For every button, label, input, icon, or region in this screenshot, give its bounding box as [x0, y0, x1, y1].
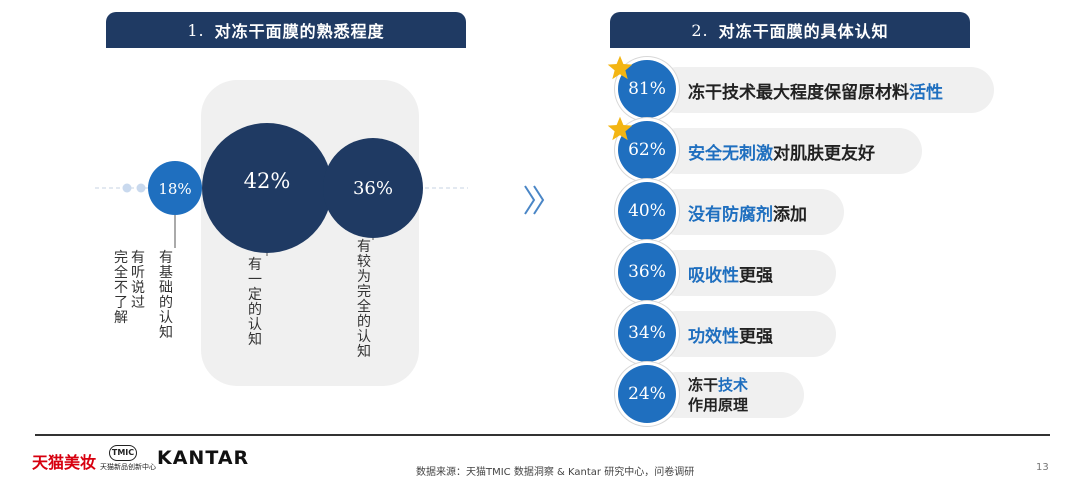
page-number: 13 — [1036, 462, 1049, 473]
bubble-value-label-3: 42% — [244, 169, 291, 193]
item-label: 安全无刺激 对肌肤更友好 — [688, 128, 875, 174]
tmall-beauty-logo: 天猫美妆 — [32, 453, 97, 472]
tmic-logo-badge: TMIC — [109, 445, 137, 461]
item-percentage-circle: 81% — [618, 60, 676, 118]
left-header-number: 1. — [187, 20, 205, 40]
item-label: 功效性 更强 — [688, 311, 773, 357]
item-label-highlight: 没有防腐剂 — [688, 204, 773, 225]
category-label-4: 有较为完全的认知 — [357, 239, 371, 360]
item-label-highlight: 吸收性 — [688, 265, 739, 286]
item-label: 没有防腐剂 添加 — [688, 189, 807, 235]
right-section-header: 2. 对冻干面膜的具体认知 — [610, 12, 970, 48]
item-label-highlight: 安全无刺激 — [688, 143, 773, 164]
bubble-0 — [122, 183, 132, 193]
bubble-3 — [202, 123, 332, 253]
item-label-line-2: 作用原理 — [688, 396, 749, 414]
tmic-logo-text: 天猫新品创新中心 — [100, 463, 156, 471]
item-percentage-circle: 40% — [618, 182, 676, 240]
bubble-value-label-4: 36% — [353, 178, 393, 199]
item-label-text: 冻干 — [688, 376, 719, 394]
footer-divider — [35, 434, 1050, 436]
right-header-title: 对冻干面膜的具体认知 — [718, 22, 889, 41]
item-percentage-circle: 34% — [618, 304, 676, 362]
item-pill-background — [654, 250, 836, 296]
item-pill-background — [654, 311, 836, 357]
left-header-title: 对冻干面膜的熟悉程度 — [214, 22, 385, 41]
star-icon — [607, 55, 633, 80]
item-percentage-circle: 36% — [618, 243, 676, 301]
bubble-2 — [148, 161, 202, 215]
item-label: 冻干技术最大程度保留原材料 活性 — [688, 67, 943, 113]
category-label-2: 有基础的认知 — [159, 250, 173, 341]
category-label-3: 有一定的认知 — [248, 257, 262, 348]
item-pill-background — [654, 67, 994, 113]
kantar-logo: KANTAR — [157, 447, 250, 469]
item-pill-background — [654, 372, 804, 418]
data-source-note: 数据来源：天猫TMIC 数据洞察 & Kantar 研究中心，问卷调研 — [416, 467, 695, 478]
item-percentage-circle: 24% — [618, 365, 676, 423]
item-label-text: 更强 — [739, 265, 773, 286]
double-chevron-right-icon — [524, 185, 545, 215]
right-header-number: 2. — [691, 20, 709, 40]
item-label: 冻干技术 作用原理 — [688, 372, 748, 418]
category-label-1: 有听说过 — [131, 250, 145, 311]
item-label-text: 对肌肤更友好 — [773, 143, 875, 164]
item-label-text: 添加 — [773, 204, 807, 225]
bubble-value-label-2: 18% — [158, 180, 191, 198]
bubble-1 — [136, 183, 146, 193]
item-label-line-1: 冻干技术 — [688, 375, 748, 395]
item-label: 吸收性 更强 — [688, 250, 773, 296]
item-label-text: 冻干技术最大程度保留原材料 — [688, 82, 909, 103]
item-percentage-circle: 62% — [618, 121, 676, 179]
item-pill-background — [654, 189, 844, 235]
left-section-header: 1. 对冻干面膜的熟悉程度 — [106, 12, 466, 48]
item-label-highlight: 功效性 — [688, 326, 739, 347]
category-label-0: 完全不了解 — [114, 250, 128, 326]
familiarity-bubble-chart: 18% 42% 36% — [95, 80, 468, 386]
item-label-text: 更强 — [739, 326, 773, 347]
star-icon — [607, 116, 633, 141]
item-label-highlight: 活性 — [909, 82, 943, 103]
item-label-highlight: 技术 — [718, 376, 749, 394]
bubble-4 — [323, 138, 423, 238]
item-pill-background — [654, 128, 922, 174]
